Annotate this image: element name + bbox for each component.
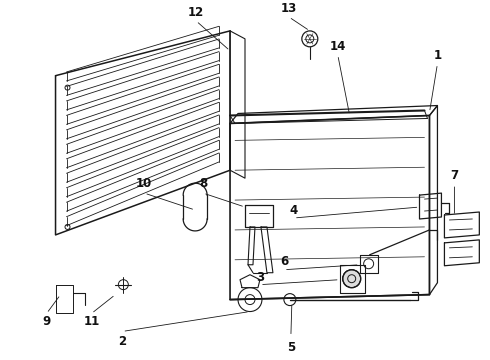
Text: 9: 9 <box>43 315 50 328</box>
Text: 8: 8 <box>199 177 207 190</box>
Text: 14: 14 <box>330 40 346 53</box>
Text: 6: 6 <box>280 255 288 268</box>
Text: 5: 5 <box>287 341 295 354</box>
Text: 12: 12 <box>188 6 204 19</box>
Text: 7: 7 <box>450 169 459 182</box>
Text: 13: 13 <box>281 3 297 15</box>
Text: 11: 11 <box>83 315 99 328</box>
Text: 4: 4 <box>290 203 298 216</box>
Text: 10: 10 <box>136 177 152 190</box>
Circle shape <box>343 270 361 288</box>
Text: 1: 1 <box>433 49 441 62</box>
Text: 3: 3 <box>256 271 264 284</box>
Text: 2: 2 <box>118 335 126 348</box>
